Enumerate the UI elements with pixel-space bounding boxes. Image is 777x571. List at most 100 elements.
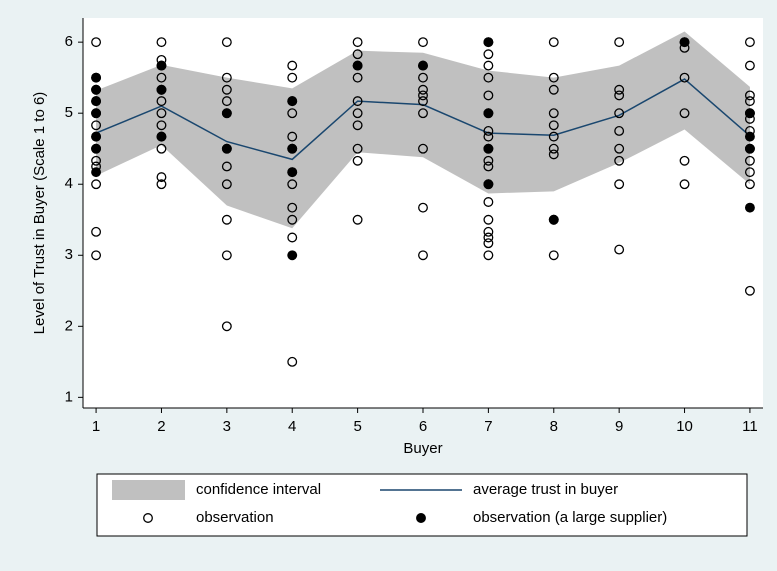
observation-point: [287, 232, 298, 243]
observation-point: [287, 108, 298, 119]
observation-point: [418, 84, 428, 95]
observation-point: [352, 214, 363, 225]
observation-point: [352, 96, 363, 107]
observation-point: [679, 37, 690, 48]
observation-point: [744, 167, 755, 178]
observation-point: [352, 60, 363, 71]
observation-point: [614, 179, 625, 190]
observation-point: [679, 179, 690, 190]
observation-point: [483, 197, 494, 207]
observation-point: [91, 84, 102, 95]
observation-point: [156, 108, 167, 119]
observation-point: [221, 250, 232, 261]
x-tick-label: 10: [676, 418, 693, 435]
x-tick-label: 8: [550, 418, 558, 435]
observation-point: [483, 155, 494, 166]
x-tick-label: 2: [157, 418, 165, 435]
observation-point: [483, 161, 494, 172]
observation-point: [744, 37, 755, 48]
observation-point: [548, 120, 559, 131]
observation-point: [744, 285, 755, 296]
observation-point: [548, 143, 559, 154]
observation-point: [221, 84, 232, 95]
observation-point: [614, 37, 625, 48]
y-tick-label: 2: [65, 317, 73, 334]
observation-point: [418, 60, 428, 71]
observation-point: [483, 250, 494, 261]
observation-point: [483, 126, 494, 136]
observation-point: [744, 96, 755, 107]
observation-point: [548, 72, 559, 83]
y-tick-label: 3: [65, 246, 73, 263]
observation-point: [287, 60, 298, 71]
observation-point: [156, 172, 167, 183]
observation-point: [221, 161, 232, 172]
observation-point: [287, 72, 298, 83]
observation-point: [156, 96, 167, 107]
x-tick-label: 3: [223, 418, 231, 435]
observation-point: [483, 90, 494, 101]
x-tick-label: 11: [742, 418, 758, 435]
observation-point: [91, 179, 102, 190]
legend-label: average trust in buyer: [473, 481, 618, 498]
observation-point: [548, 250, 559, 261]
observation-point: [91, 108, 102, 119]
observation-point: [744, 90, 755, 101]
observation-point: [483, 232, 494, 243]
observation-point: [418, 250, 428, 261]
observation-point: [156, 72, 167, 83]
observation-point: [221, 96, 232, 107]
observation-point: [287, 131, 298, 142]
observation-point: [91, 72, 102, 83]
observation-point: [614, 84, 625, 95]
y-tick-label: 1: [65, 388, 73, 405]
observation-point: [352, 37, 363, 48]
observation-point: [352, 155, 363, 166]
observation-point: [156, 131, 167, 142]
observation-point: [744, 131, 755, 142]
observation-point: [483, 131, 494, 142]
observation-point: [352, 120, 363, 131]
observation-point: [287, 167, 298, 178]
observation-point: [91, 167, 102, 178]
observation-point: [679, 155, 690, 166]
x-axis-label: Buyer: [403, 440, 442, 457]
y-tick-label: 5: [65, 104, 73, 121]
observation-point: [744, 202, 755, 213]
observation-point: [287, 202, 298, 213]
observation-point: [483, 37, 494, 48]
observation-point: [287, 214, 298, 225]
observation-point: [352, 143, 363, 154]
legend-swatch: [112, 480, 185, 500]
observation-point: [418, 143, 428, 154]
legend-label: confidence interval: [196, 481, 321, 498]
observation-point: [744, 143, 755, 154]
observation-point: [614, 143, 625, 154]
observation-point: [352, 108, 363, 119]
observation-point: [418, 37, 428, 48]
observation-point: [744, 108, 755, 119]
observation-point: [548, 37, 559, 48]
observation-point: [156, 37, 167, 48]
observation-point: [548, 131, 559, 142]
confidence-band: [96, 31, 750, 229]
observation-point: [483, 226, 494, 237]
observation-point: [91, 37, 102, 48]
y-tick-label: 6: [65, 33, 73, 50]
observation-point: [744, 155, 755, 166]
legend-box: [96, 473, 748, 537]
observation-point: [352, 72, 363, 83]
observation-point: [221, 37, 232, 48]
observation-point: [614, 244, 625, 255]
observation-point: [91, 96, 102, 107]
observation-point: [287, 250, 298, 261]
observation-point: [483, 238, 494, 249]
observation-point: [156, 143, 167, 154]
observation-point: [614, 108, 625, 119]
observation-point: [221, 214, 232, 225]
observation-point: [287, 143, 298, 154]
x-tick-label: 5: [353, 418, 361, 435]
legend-swatch: [416, 513, 426, 523]
